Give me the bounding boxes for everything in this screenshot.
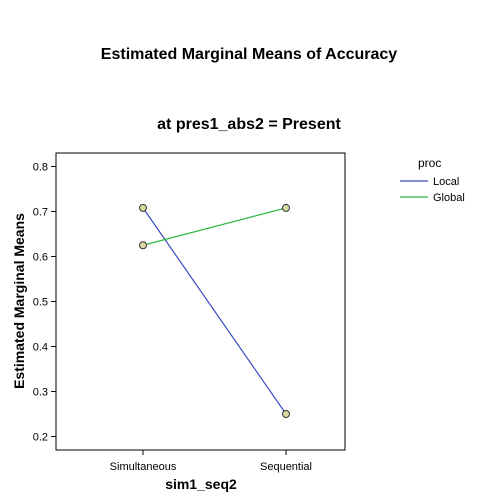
x-tick-label: Sequential: [260, 461, 312, 473]
data-point-global: [282, 203, 290, 212]
x-axis: Simultaneous Sequential: [110, 450, 312, 473]
data-point-global: [139, 241, 147, 250]
legend-label-global: Global: [433, 192, 465, 204]
series-line-global: [142, 207, 287, 246]
y-tick-label: 0.7: [33, 207, 48, 219]
y-tick-label: 0.5: [33, 297, 48, 309]
x-tick-label: Simultaneous: [110, 461, 177, 473]
series-lines: [142, 207, 287, 415]
legend-title: proc: [418, 156, 441, 170]
data-point-local: [282, 410, 290, 418]
y-tick-label: 0.6: [33, 252, 48, 264]
legend: proc Local Global: [400, 156, 465, 204]
x-axis-label: sim1_seq2: [165, 476, 237, 492]
plot-area: [55, 152, 346, 451]
y-tick-label: 0.8: [33, 162, 48, 174]
data-point-local: [139, 203, 147, 212]
chart-subtitle: at pres1_abs2 = Present: [157, 116, 341, 133]
y-tick-label: 0.2: [33, 432, 48, 444]
y-axis: 0.2 0.3 0.4 0.5 0.6 0.7 0.8: [33, 162, 56, 444]
y-tick-label: 0.4: [33, 342, 48, 354]
y-axis-label: Estimated Marginal Means: [11, 213, 27, 389]
series-line-local: [142, 207, 287, 415]
chart-title: Estimated Marginal Means of Accuracy: [101, 46, 397, 63]
y-tick-label: 0.3: [33, 387, 48, 399]
series-points: [139, 203, 290, 418]
legend-label-local: Local: [433, 176, 459, 188]
